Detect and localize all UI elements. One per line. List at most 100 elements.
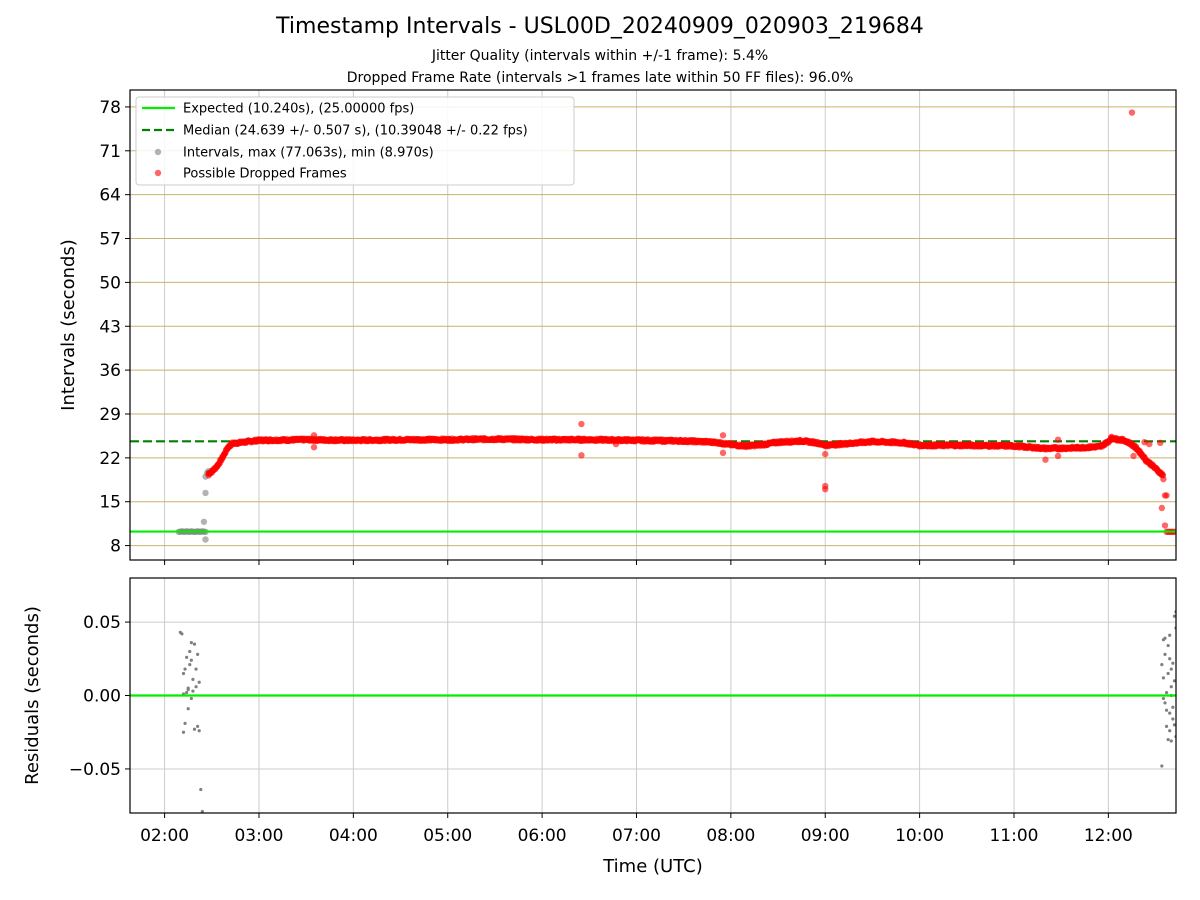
jitter-quality-subtitle: Jitter Quality (intervals within +/-1 fr… <box>431 48 769 64</box>
legend-entry: Expected (10.240s), (25.00000 fps) <box>183 102 414 117</box>
dropped-frame-point <box>822 485 829 493</box>
dropped-frame-point <box>1021 444 1029 452</box>
residual-point <box>189 658 193 662</box>
residual-point <box>196 724 200 728</box>
legend-entry: Possible Dropped Frames <box>183 167 347 182</box>
legend: Expected (10.240s), (25.00000 fps) Median… <box>135 96 575 186</box>
chart-title: Timestamp Intervals - USL00D_20240909_02… <box>276 14 924 39</box>
y-tick-label: 50 <box>99 273 121 293</box>
legend-entry: Intervals, max (77.063s), min (8.970s) <box>183 146 434 161</box>
dropped-frame-rate-subtitle: Dropped Frame Rate (intervals >1 frames … <box>346 70 854 86</box>
y-tick-label: 8 <box>110 537 121 557</box>
x-tick-label: 03:00 <box>234 826 283 846</box>
dropped-frame-point <box>1128 109 1136 116</box>
legend-entry: Median (24.639 +/- 0.507 s), (10.39048 +… <box>183 124 528 139</box>
residual-point <box>191 677 195 681</box>
residual-point <box>1163 652 1167 656</box>
y-tick-label: −0.05 <box>69 760 121 780</box>
y-tick-label: 22 <box>99 449 121 469</box>
dropped-frame-point <box>1146 440 1153 448</box>
residual-point <box>194 685 198 689</box>
residual-point <box>185 655 189 659</box>
dropped-frame-point <box>822 450 829 458</box>
dropped-frame-point <box>310 432 318 439</box>
residual-point <box>1163 701 1167 705</box>
residual-point <box>1169 739 1173 743</box>
residual-point <box>1166 671 1170 676</box>
residual-point <box>1164 690 1169 695</box>
residual-point <box>1164 708 1169 712</box>
x-tick-label: 06:00 <box>518 826 567 846</box>
y-tick-label: 36 <box>99 361 121 381</box>
residual-point <box>1171 661 1175 665</box>
dropped-frame-point <box>719 449 727 457</box>
interval-point <box>202 489 209 497</box>
residual-point <box>1161 676 1166 680</box>
x-tick-label: 02:00 <box>140 826 189 846</box>
residual-point <box>1168 711 1172 715</box>
x-tick-label: 05:00 <box>423 826 472 846</box>
dropped-frame-point <box>1157 439 1164 447</box>
x-tick-label: 12:00 <box>1084 826 1133 846</box>
residual-point <box>1172 614 1176 618</box>
dropped-frame-point <box>578 452 585 459</box>
y-tick-label: 0.05 <box>83 613 121 633</box>
x-axis-label: Time (UTC) <box>602 856 703 877</box>
dropped-frame-point <box>1158 504 1166 512</box>
dropped-frame-point <box>1160 475 1167 483</box>
residual-point <box>186 707 190 711</box>
x-tick-label: 07:00 <box>612 826 661 846</box>
residuals-panel: 0.05 0.00 −0.05 02:00 03:00 04:00 05:00 06:00 07… <box>22 577 1177 877</box>
residual-point <box>1166 737 1170 742</box>
residual-point <box>196 652 200 656</box>
dropped-frame-point <box>1042 456 1049 463</box>
residual-point <box>1161 696 1166 701</box>
residual-point <box>1168 657 1172 661</box>
residual-point <box>181 671 186 676</box>
y-tick-label: 57 <box>99 230 121 250</box>
y-axis-label: Intervals (seconds) <box>58 239 79 411</box>
y-axis-label: Residuals (seconds) <box>22 606 43 785</box>
dropped-frame-point <box>578 420 585 428</box>
residual-point <box>192 727 197 731</box>
y-tick-label: 78 <box>99 98 121 118</box>
residual-point <box>180 632 184 636</box>
dropped-frame-point <box>719 432 727 439</box>
residual-point <box>1160 663 1164 667</box>
residual-point <box>185 690 189 695</box>
y-tick-label: 15 <box>99 493 121 513</box>
residual-point <box>1168 633 1172 637</box>
x-tick-label: 09:00 <box>801 826 850 846</box>
dropped-frame-point <box>1161 522 1169 529</box>
residual-point <box>199 787 203 792</box>
dropped-frame-point <box>1054 452 1062 460</box>
residual-point <box>1168 729 1172 733</box>
dropped-frame-point <box>1130 452 1137 460</box>
residual-point <box>1169 667 1173 671</box>
residual-point <box>1163 636 1167 640</box>
residuals-frame <box>129 577 1177 814</box>
residual-point <box>181 730 186 734</box>
residual-point <box>186 688 190 692</box>
residual-point <box>1164 724 1169 728</box>
residual-point <box>1160 764 1164 768</box>
legend-intervals-swatch <box>154 148 162 156</box>
residual-point <box>194 667 198 671</box>
y-tick-label: 64 <box>99 186 121 206</box>
intervals-data <box>130 109 1176 543</box>
legend-dropped-swatch <box>154 169 162 177</box>
dropped-frame-point <box>1163 492 1170 499</box>
residual-point <box>191 689 195 693</box>
residual-point <box>1172 723 1176 727</box>
y-tick-label: 71 <box>99 142 121 162</box>
residual-point <box>188 663 192 667</box>
residual-point <box>200 809 204 813</box>
dropped-frame-point <box>1054 436 1062 443</box>
residual-point <box>197 680 201 684</box>
intervals-panel: 8 15 22 29 36 43 50 57 64 71 78 Intervals (seconds)… <box>58 89 1177 565</box>
x-tick-label: 08:00 <box>706 826 755 846</box>
interval-point <box>202 536 209 543</box>
residual-point <box>1171 717 1175 721</box>
y-tick-label: 29 <box>99 405 121 425</box>
